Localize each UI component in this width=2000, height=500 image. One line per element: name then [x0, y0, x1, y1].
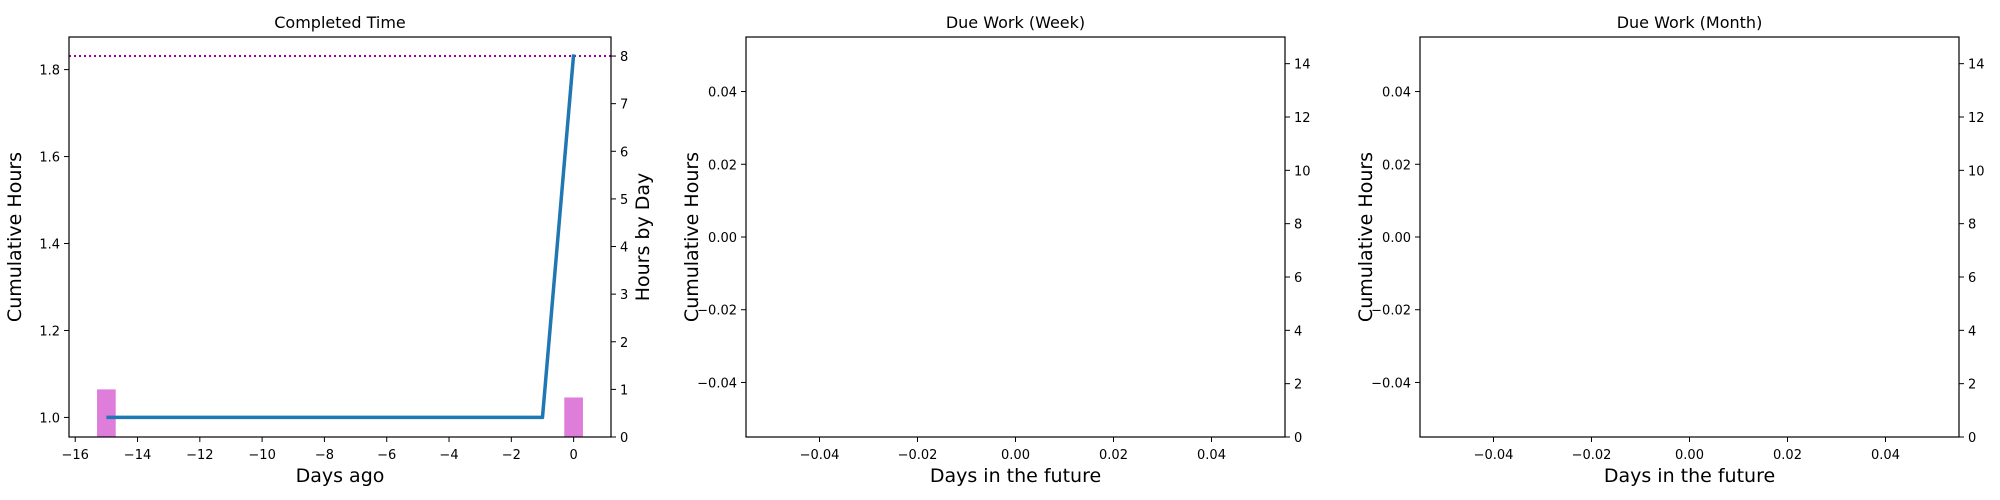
- chart-2-plot-frame: [745, 36, 1286, 438]
- chart-2-x-tick-label: 0.00: [1001, 448, 1030, 463]
- chart-2-x-tick-label: −0.04: [800, 448, 840, 463]
- chart-1-x-tick-label: 0: [569, 448, 577, 463]
- chart-2-y-tick-label: −0.02: [697, 304, 737, 319]
- chart-2-x-tick-label: 0.02: [1099, 448, 1128, 463]
- chart-1-title: Completed Time: [274, 13, 406, 32]
- chart-1-y2-tick-label: 0: [620, 431, 628, 446]
- chart-1-y-tick-label: 1.4: [39, 238, 60, 253]
- chart-1-y2-tick-label: 3: [620, 288, 628, 303]
- chart-3-y2-tick-label: 10: [1968, 164, 1985, 179]
- chart-1-y-tick-label: 1.6: [39, 151, 60, 166]
- chart-3-y2-tick-label: 14: [1968, 58, 1985, 73]
- chart-2-y2-tick-label: 14: [1294, 58, 1311, 73]
- chart-1-y2-tick-label: 2: [620, 336, 628, 351]
- chart-1-x-tick-label: −10: [248, 448, 275, 463]
- chart-2-y2-tick-label: 4: [1294, 324, 1302, 339]
- chart-2-y-tick-label: 0.00: [708, 231, 737, 246]
- chart-2-x-tick-label: −0.02: [898, 448, 938, 463]
- chart-2-y2-tick-label: 10: [1294, 164, 1311, 179]
- chart-2-y-tick-label: −0.04: [697, 376, 737, 391]
- chart-1-bar-2: [564, 397, 583, 437]
- chart-2-y2-tick-label: 2: [1294, 378, 1302, 393]
- chart-3-y-tick-label: 0.04: [1382, 86, 1411, 101]
- chart-2-y2-tick-label: 8: [1294, 218, 1302, 233]
- chart-1-x-tick-label: −16: [62, 448, 89, 463]
- chart-2-y-axis-label: Cumulative Hours: [681, 152, 703, 322]
- chart-1-x-tick-label: −2: [502, 448, 521, 463]
- chart-3-y2-tick-label: 4: [1968, 324, 1976, 339]
- chart-3-y-tick-label: −0.04: [1371, 376, 1411, 391]
- chart-1-y2-tick-label: 8: [620, 50, 628, 65]
- chart-1-y2-tick-label: 5: [620, 193, 628, 208]
- chart-1-y-axis-label: Cumulative Hours: [4, 152, 26, 322]
- chart-2-y-tick-label: 0.04: [708, 86, 737, 101]
- chart-3-x-tick-label: −0.02: [1572, 448, 1612, 463]
- chart-3-x-axis-label: Days in the future: [1604, 465, 1775, 487]
- chart-1-y2-tick-label: 7: [620, 98, 628, 113]
- chart-3-x-tick-label: 0.00: [1675, 448, 1704, 463]
- chart-1-x-axis-label: Days ago: [296, 465, 385, 487]
- chart-1-x-tick-label: −4: [439, 448, 458, 463]
- chart-1-bar-1: [97, 389, 116, 437]
- chart-3-y2-tick-label: 0: [1968, 431, 1976, 446]
- chart-3-y2-tick-label: 8: [1968, 218, 1976, 233]
- chart-2-y-tick-label: 0.02: [708, 158, 737, 173]
- chart-1-y-tick-label: 1.8: [39, 64, 60, 79]
- chart-1-plot-frame: [68, 36, 612, 438]
- chart-1-y-tick-label: 1.0: [39, 411, 60, 426]
- chart-2-y2-tick-label: 6: [1294, 271, 1302, 286]
- chart-3-title: Due Work (Month): [1617, 13, 1763, 32]
- chart-1-y2-axis-label: Hours by Day: [632, 173, 654, 302]
- chart-2-y2-tick-label: 0: [1294, 431, 1302, 446]
- chart-3-x-tick-label: −0.04: [1474, 448, 1514, 463]
- chart-1-x-tick-label: −6: [377, 448, 396, 463]
- chart-3-y2-tick-label: 12: [1968, 111, 1985, 126]
- chart-2-x-axis-label: Days in the future: [930, 465, 1101, 487]
- chart-2-y2-tick-label: 12: [1294, 111, 1311, 126]
- chart-3-y2-tick-label: 6: [1968, 271, 1976, 286]
- chart-1-x-tick-label: −8: [315, 448, 334, 463]
- chart-1-y2-tick-label: 6: [620, 145, 628, 160]
- chart-1-y-tick-label: 1.2: [39, 324, 60, 339]
- chart-3-y-axis-label: Cumulative Hours: [1355, 152, 1377, 322]
- chart-2-x-tick-label: 0.04: [1197, 448, 1226, 463]
- chart-3-y-tick-label: 0.00: [1382, 231, 1411, 246]
- chart-3-x-tick-label: 0.04: [1871, 448, 1900, 463]
- chart-1-x-tick-label: −12: [186, 448, 213, 463]
- chart-3-x-tick-label: 0.02: [1773, 448, 1802, 463]
- chart-1-y2-tick-label: 4: [620, 241, 628, 256]
- chart-3-y-tick-label: 0.02: [1382, 158, 1411, 173]
- chart-3-y2-tick-label: 2: [1968, 378, 1976, 393]
- chart-1-y2-tick-label: 1: [620, 383, 628, 398]
- chart-1-series-line: [106, 54, 576, 420]
- chart-3-plot-frame: [1419, 36, 1960, 438]
- chart-3-y-tick-label: −0.02: [1371, 304, 1411, 319]
- chart-2-title: Due Work (Week): [946, 13, 1085, 32]
- chart-1-x-tick-label: −14: [124, 448, 151, 463]
